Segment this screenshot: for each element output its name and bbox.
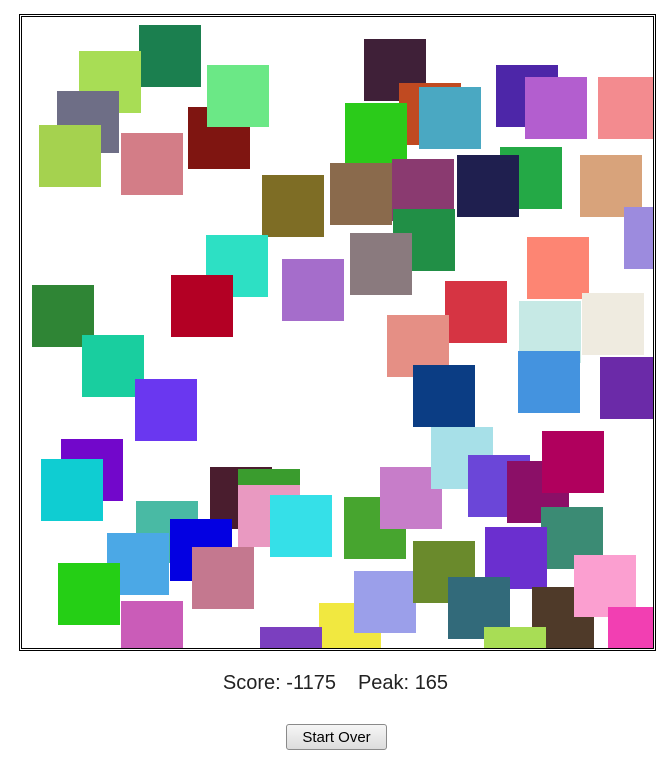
color-tile[interactable] (260, 627, 322, 648)
color-tile[interactable] (135, 379, 197, 441)
color-tile[interactable] (121, 133, 183, 195)
color-tile[interactable] (600, 357, 653, 419)
color-tile[interactable] (207, 65, 269, 127)
color-tile[interactable] (39, 125, 101, 187)
color-tile[interactable] (41, 459, 103, 521)
color-tile[interactable] (270, 495, 332, 557)
start-over-button[interactable]: Start Over (286, 724, 387, 750)
score-value: -1175 (286, 672, 336, 694)
color-tile[interactable] (345, 103, 407, 165)
color-tile[interactable] (580, 155, 642, 217)
color-tile[interactable] (419, 87, 481, 149)
color-tile[interactable] (282, 259, 344, 321)
game-board-frame (19, 14, 656, 651)
peak-value: 165 (414, 672, 449, 694)
color-tile[interactable] (354, 571, 416, 633)
color-tile[interactable] (139, 25, 201, 87)
color-tile[interactable] (445, 281, 507, 343)
color-tile[interactable] (574, 555, 636, 617)
color-tile[interactable] (262, 175, 324, 237)
color-tile[interactable] (82, 335, 144, 397)
color-tile[interactable] (624, 207, 653, 269)
color-tile[interactable] (542, 431, 604, 493)
color-tile[interactable] (582, 293, 644, 355)
color-tile[interactable] (330, 163, 392, 225)
color-tile[interactable] (527, 237, 589, 299)
score-label: Score: (222, 672, 281, 694)
color-tile[interactable] (413, 365, 475, 427)
color-tile[interactable] (58, 563, 120, 625)
score-line: Score: -1175 Peak: 165 (0, 672, 671, 695)
peak-label: Peak: (357, 672, 410, 694)
color-tile[interactable] (608, 607, 653, 648)
color-tile[interactable] (350, 233, 412, 295)
color-tile[interactable] (457, 155, 519, 217)
color-tile[interactable] (171, 275, 233, 337)
color-tile[interactable] (484, 627, 546, 648)
color-tile[interactable] (598, 77, 653, 139)
game-board[interactable] (22, 17, 653, 648)
color-tile[interactable] (121, 601, 183, 648)
color-tile[interactable] (518, 351, 580, 413)
color-tile[interactable] (525, 77, 587, 139)
color-tile[interactable] (192, 547, 254, 609)
